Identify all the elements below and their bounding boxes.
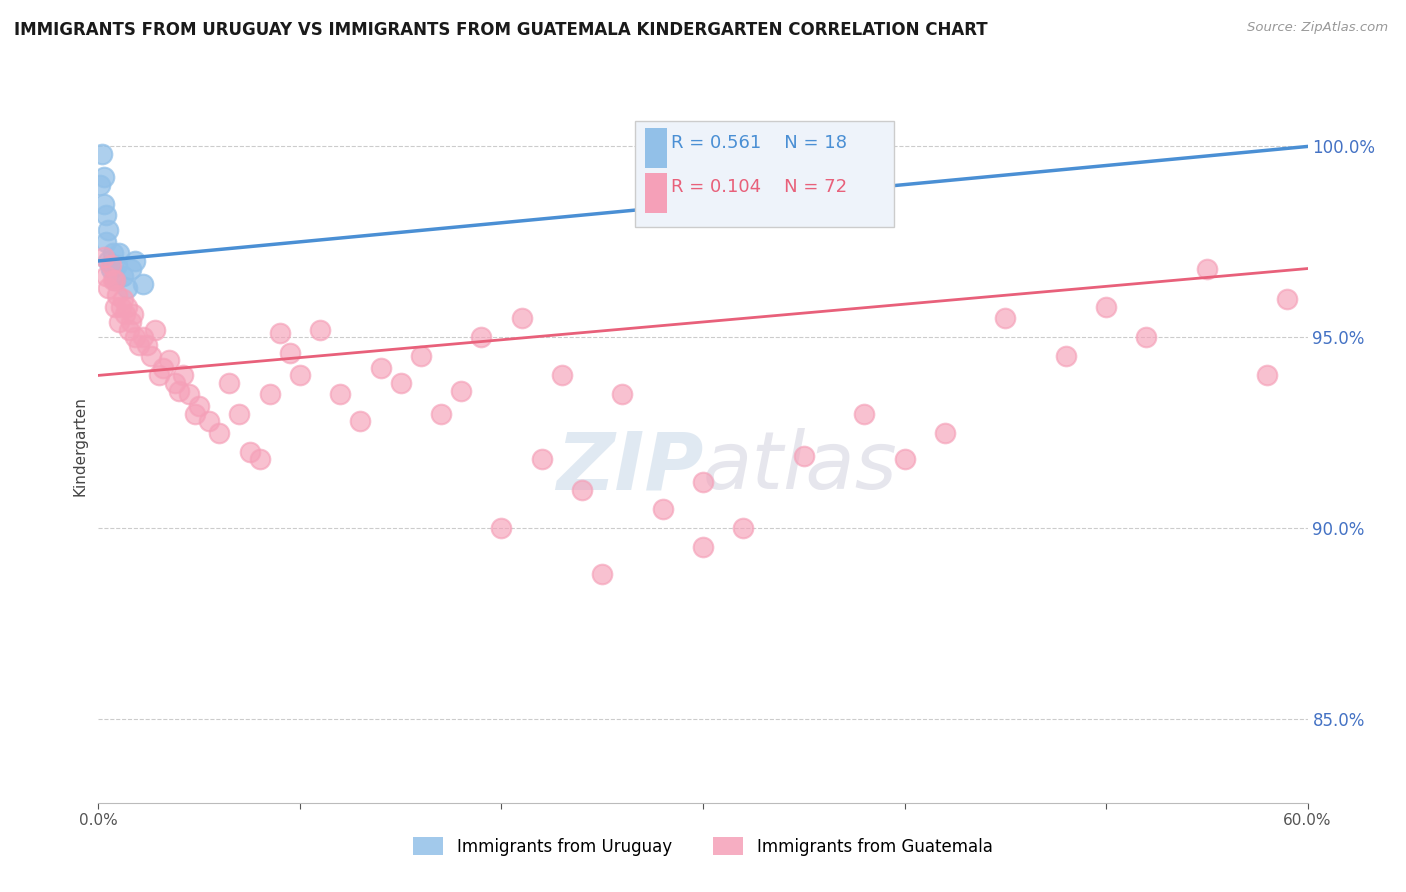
Point: [124, 254, 146, 268]
Point: [450, 384, 472, 398]
Point: [491, 521, 513, 535]
Point: [733, 521, 755, 535]
Point: [218, 376, 240, 390]
Point: [389, 376, 412, 390]
Point: [110, 300, 132, 314]
Point: [184, 407, 207, 421]
Point: [259, 387, 281, 401]
Point: [111, 292, 134, 306]
Point: [994, 311, 1017, 326]
Point: [93, 169, 115, 184]
Point: [93, 196, 115, 211]
Text: ZIP: ZIP: [555, 428, 703, 507]
Point: [103, 273, 125, 287]
Text: R = 0.104    N = 72: R = 0.104 N = 72: [672, 178, 848, 195]
Point: [139, 349, 162, 363]
Point: [103, 300, 125, 314]
Text: R = 0.561    N = 18: R = 0.561 N = 18: [672, 134, 848, 152]
Point: [551, 368, 574, 383]
Y-axis label: Kindergarten: Kindergarten: [72, 396, 87, 496]
Point: [115, 280, 138, 294]
Point: [329, 387, 352, 401]
Point: [1277, 292, 1299, 306]
Point: [1195, 261, 1218, 276]
Point: [100, 258, 122, 272]
Point: [172, 368, 194, 383]
Point: [208, 425, 231, 440]
Point: [853, 407, 876, 421]
Point: [1135, 330, 1157, 344]
Point: [288, 368, 311, 383]
Point: [370, 360, 392, 375]
Point: [167, 384, 190, 398]
Point: [612, 387, 634, 401]
Point: [115, 300, 138, 314]
Point: [530, 452, 553, 467]
Point: [120, 315, 142, 329]
Point: [91, 147, 114, 161]
Point: [101, 246, 124, 260]
Point: [893, 452, 915, 467]
Point: [157, 353, 180, 368]
Point: [239, 444, 262, 458]
Point: [97, 280, 120, 294]
Point: [349, 414, 371, 428]
Point: [103, 273, 125, 287]
Point: [128, 338, 150, 352]
Point: [152, 360, 174, 375]
Text: atlas: atlas: [703, 428, 898, 507]
Point: [132, 330, 155, 344]
Point: [89, 178, 111, 192]
Point: [96, 208, 118, 222]
Point: [118, 323, 141, 337]
Point: [1095, 300, 1118, 314]
Point: [692, 475, 714, 490]
Point: [101, 273, 124, 287]
Point: [309, 323, 332, 337]
Point: [409, 349, 432, 363]
Legend: Immigrants from Uruguay, Immigrants from Guatemala: Immigrants from Uruguay, Immigrants from…: [406, 830, 1000, 863]
Point: [148, 368, 170, 383]
Point: [179, 387, 201, 401]
Point: [114, 307, 136, 321]
Point: [96, 235, 118, 249]
Point: [692, 540, 714, 554]
Point: [163, 376, 186, 390]
Point: [249, 452, 271, 467]
Point: [107, 315, 129, 329]
Point: [132, 277, 155, 291]
Point: [651, 502, 673, 516]
Point: [934, 425, 956, 440]
Point: [124, 330, 146, 344]
Text: Source: ZipAtlas.com: Source: ZipAtlas.com: [1247, 21, 1388, 34]
Point: [1256, 368, 1278, 383]
Point: [198, 414, 221, 428]
Point: [278, 345, 301, 359]
Point: [121, 307, 143, 321]
Point: [93, 250, 115, 264]
Point: [135, 338, 157, 352]
Point: [591, 566, 613, 581]
Point: [100, 261, 122, 276]
Point: [120, 261, 142, 276]
Point: [1054, 349, 1077, 363]
Point: [793, 449, 815, 463]
Point: [188, 399, 211, 413]
Point: [96, 269, 118, 284]
Point: [269, 326, 291, 341]
Point: [143, 323, 166, 337]
Point: [97, 223, 120, 237]
Point: [228, 407, 250, 421]
Point: [111, 269, 134, 284]
Point: [97, 254, 120, 268]
Point: [510, 311, 533, 326]
Point: [571, 483, 593, 497]
Point: [105, 258, 128, 272]
Text: IMMIGRANTS FROM URUGUAY VS IMMIGRANTS FROM GUATEMALA KINDERGARTEN CORRELATION CH: IMMIGRANTS FROM URUGUAY VS IMMIGRANTS FR…: [14, 21, 987, 38]
Point: [430, 407, 453, 421]
Point: [470, 330, 492, 344]
Point: [105, 288, 128, 302]
Point: [107, 246, 129, 260]
